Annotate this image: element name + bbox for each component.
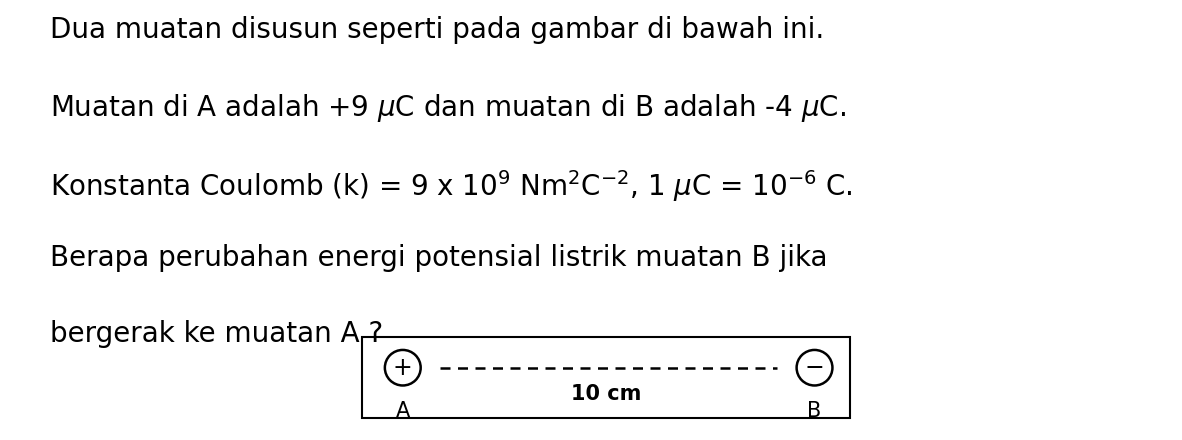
Text: Dua muatan disusun seperti pada gambar di bawah ini.: Dua muatan disusun seperti pada gambar d… [50,16,824,44]
Ellipse shape [385,350,421,385]
Text: B: B [807,401,821,421]
Text: −: − [805,356,824,380]
Text: Muatan di A adalah +9 $\mu$C dan muatan di B adalah -4 $\mu$C.: Muatan di A adalah +9 $\mu$C dan muatan … [50,92,846,124]
Text: bergerak ke muatan A ?: bergerak ke muatan A ? [50,320,383,348]
FancyBboxPatch shape [362,337,850,418]
Text: Konstanta Coulomb (k) = 9 x 10$^9$ Nm$^2$C$^{-2}$, 1 $\mu$C = 10$^{-6}$ C.: Konstanta Coulomb (k) = 9 x 10$^9$ Nm$^2… [50,168,852,204]
Text: A: A [396,401,410,421]
Text: Berapa perubahan energi potensial listrik muatan B jika: Berapa perubahan energi potensial listri… [50,244,827,272]
Text: 10 cm: 10 cm [571,384,642,404]
Ellipse shape [797,350,832,385]
Text: +: + [392,356,413,380]
